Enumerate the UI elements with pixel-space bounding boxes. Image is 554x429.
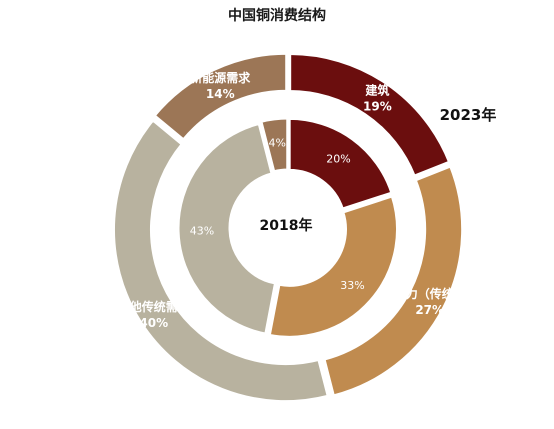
outer-value-label-1: 27% (415, 303, 444, 317)
inner-slice-2 (176, 121, 278, 336)
outer-category-label-0: 建筑 (364, 83, 389, 98)
outer-slice-1 (322, 164, 465, 398)
inner-ring-year-label: 2018年 (260, 217, 313, 234)
inner-slice-0 (287, 116, 394, 211)
inner-value-label-0: 20% (326, 152, 350, 165)
outer-category-label-3: 新能源需求 (190, 70, 251, 85)
outer-slice-0 (288, 52, 452, 179)
chart-title: 中国铜消费结构 (228, 7, 326, 24)
inner-value-label-1: 33% (340, 279, 364, 292)
inner-value-label-2: 43% (190, 225, 214, 238)
outer-slice-3 (152, 51, 289, 142)
outer-value-label-3: 14% (206, 87, 235, 101)
outer-ring-year-label: 2023年 (440, 106, 497, 124)
outer-value-label-2: 40% (139, 316, 168, 330)
outer-ring-2023 (111, 51, 465, 404)
outer-slice-2 (111, 117, 331, 404)
outer-category-label-2: 其他传统需求 (118, 299, 191, 314)
slice-labels: 建筑 19% 电力（传统） 27% 其他传统需求 40% 新能源需求 14% 20% 33% 43%… (118, 70, 466, 330)
inner-slice-3 (259, 116, 290, 174)
inner-ring-2018 (176, 116, 399, 339)
outer-category-label-1: 电力（传统） (394, 286, 466, 301)
inner-value-label-3: 4% (268, 137, 285, 150)
inner-slice-1 (267, 194, 399, 339)
outer-value-label-0: 19% (363, 100, 392, 114)
